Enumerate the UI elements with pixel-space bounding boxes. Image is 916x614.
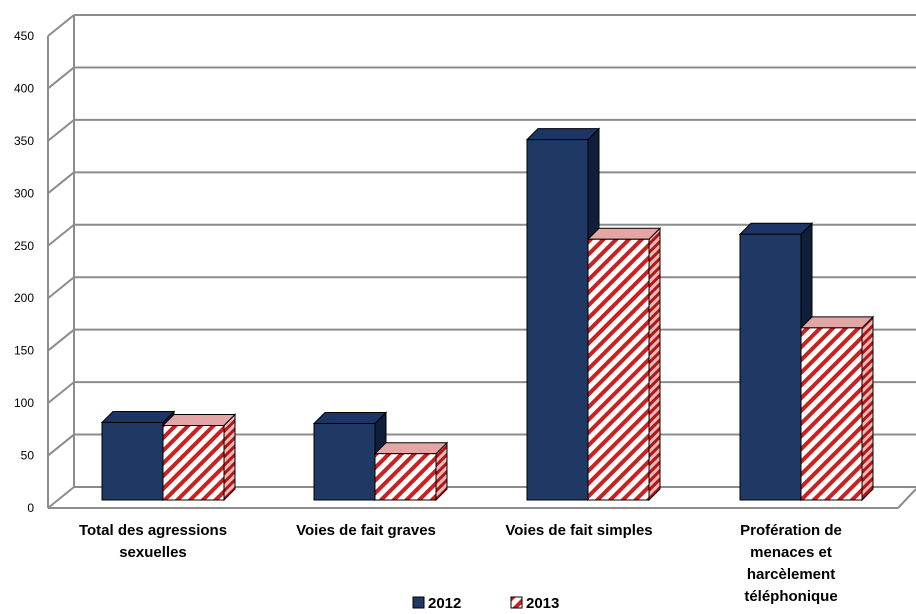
x-category-label: Profération de menaces et harcèlement télép… <box>740 522 842 605</box>
y-tick-label: 300 <box>14 186 34 200</box>
legend-swatch <box>510 596 523 609</box>
grid-depth-line <box>47 171 75 195</box>
y-axis: 0 50 100 150 200 250 300 350 400 450 <box>14 29 34 515</box>
bar-2013-1 <box>161 413 237 502</box>
bar-2012-2 <box>312 411 388 502</box>
bar-side <box>223 413 236 502</box>
bar-front <box>587 238 650 501</box>
bar-front <box>739 233 802 501</box>
grid-depth-line <box>47 66 75 90</box>
grid-depth-line <box>47 486 75 509</box>
legend-item-2012: 2012 <box>412 595 461 612</box>
grid-depth-line <box>47 276 75 300</box>
bar-front <box>162 425 225 501</box>
y-tick-label: 250 <box>14 239 34 253</box>
y-tick-label: 50 <box>21 449 35 463</box>
grid-depth-line <box>47 381 75 404</box>
bar-side <box>861 315 874 502</box>
y-tick-label: 350 <box>14 134 34 148</box>
grid-depth-line <box>47 119 75 142</box>
bar-top <box>100 410 176 423</box>
x-category-label: Voies de fait graves <box>296 522 436 539</box>
y-tick-label: 200 <box>14 291 34 305</box>
bar-top <box>738 222 814 235</box>
bar-2013-4 <box>799 315 875 502</box>
x-category-label: Total des agressions sexuelles <box>79 522 227 561</box>
legend-label: 2013 <box>526 595 559 612</box>
bars <box>100 127 875 502</box>
y-tick-label: 0 <box>27 501 34 515</box>
grid-depth-line <box>47 223 75 247</box>
bar-front <box>800 327 863 501</box>
x-axis-labels: Total des agressions sexuelles Voies de fa… <box>79 522 842 605</box>
y-tick-label: 400 <box>14 81 34 95</box>
bar-top <box>312 411 388 424</box>
legend-label: 2012 <box>428 595 461 612</box>
bar-top <box>161 414 237 427</box>
bar-front <box>526 139 589 501</box>
bar-2013-2 <box>373 441 449 502</box>
grid-lines <box>47 14 916 509</box>
bar-front <box>101 421 164 501</box>
x-category-label: Voies de fait simples <box>505 522 652 539</box>
legend-swatch <box>412 596 425 609</box>
y-tick-label: 150 <box>14 344 34 358</box>
grid-depth-line <box>47 14 75 37</box>
bar-top <box>586 227 662 240</box>
bar-side <box>648 227 661 502</box>
bar-top <box>525 128 601 141</box>
bar-top <box>799 316 875 329</box>
bar-front <box>374 453 437 501</box>
floor-right-edge <box>897 488 916 509</box>
grid-depth-line <box>47 328 75 352</box>
legend: 2012 2013 <box>412 595 559 612</box>
bar-front <box>313 422 376 501</box>
bar-2013-3 <box>586 227 662 502</box>
y-tick-label: 100 <box>14 396 34 410</box>
bar-top <box>373 442 449 455</box>
grid-depth-line <box>47 433 75 457</box>
y-tick-label: 450 <box>14 29 34 43</box>
legend-item-2013: 2013 <box>510 595 559 612</box>
